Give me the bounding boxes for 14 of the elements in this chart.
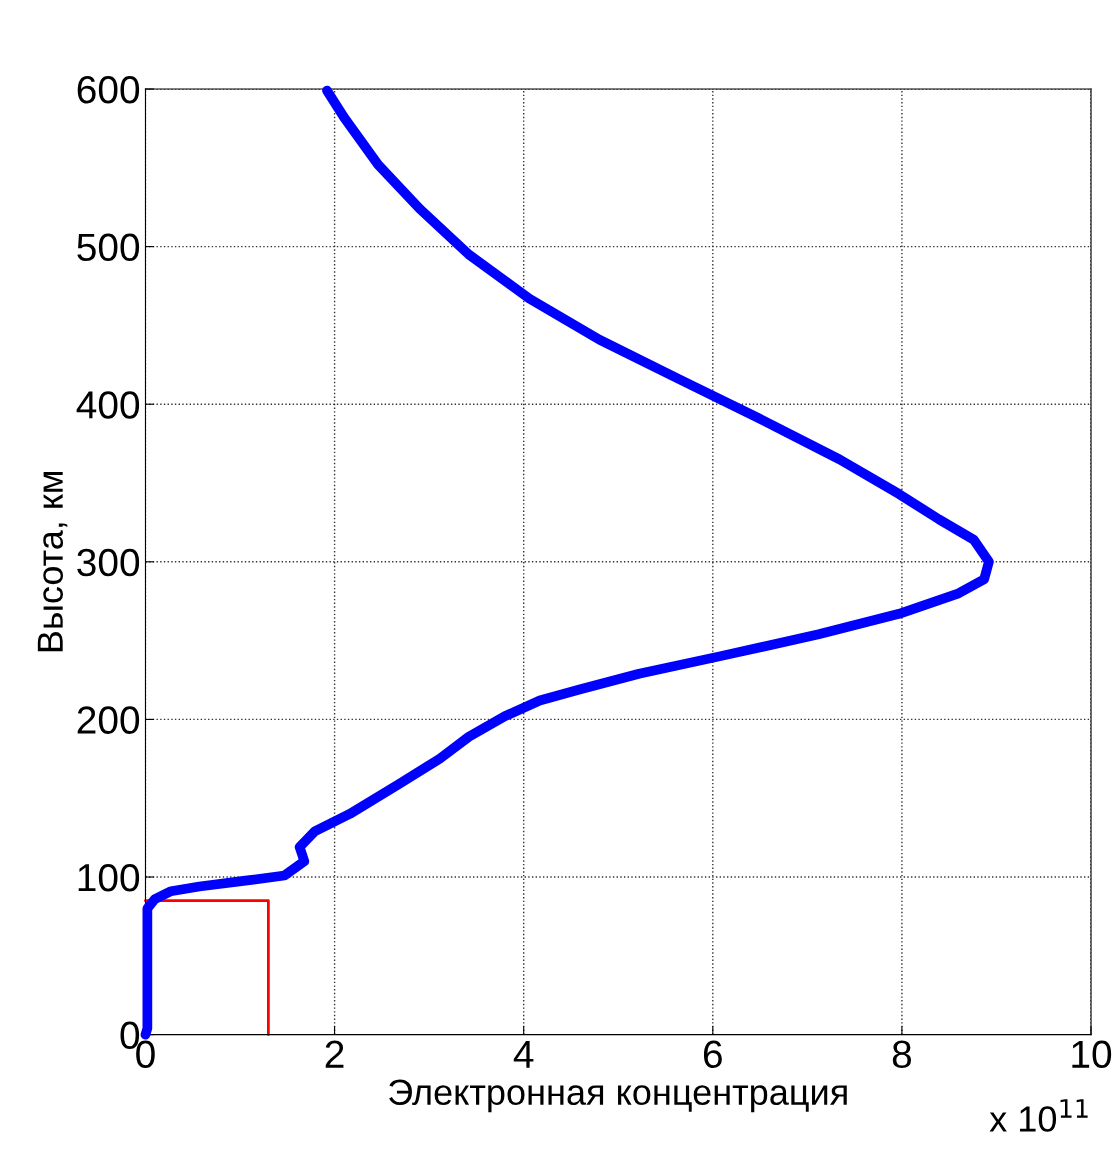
x-tick-label: 8 (892, 1040, 912, 1069)
x-axis-title: Электронная концентрация (389, 1079, 847, 1113)
x-tick-label: 10 (1072, 1040, 1112, 1069)
x-tick-label: 6 (703, 1040, 722, 1069)
y-axis-title: Высота, км (37, 471, 68, 652)
y-tick-label: 400 (76, 391, 140, 419)
y-tick-label: 100 (78, 863, 140, 892)
y-tick-label: 300 (77, 548, 140, 577)
y-tick-label: 200 (77, 706, 140, 734)
y-tick-label: 600 (77, 75, 140, 104)
y-tick-label: 500 (77, 233, 140, 262)
x-tick-label: 2 (325, 1040, 344, 1068)
text: x 10$^{11}$ (989, 1099, 1088, 1132)
x-tick-label: 4 (513, 1040, 534, 1068)
